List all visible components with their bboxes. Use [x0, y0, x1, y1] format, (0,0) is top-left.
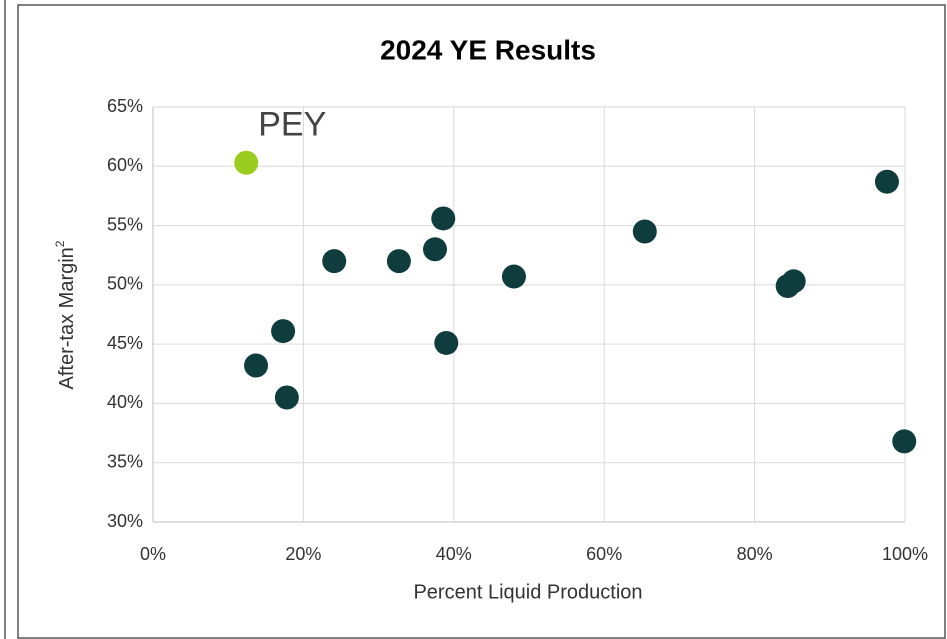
x-axis-label: Percent Liquid Production [413, 581, 642, 603]
point [423, 237, 447, 262]
y-tick-label: 40% [107, 392, 143, 412]
point [632, 219, 657, 244]
point [431, 206, 456, 231]
point [322, 249, 347, 274]
y-tick-label: 60% [107, 155, 143, 175]
point [874, 169, 899, 194]
x-tick-label: 80% [737, 544, 773, 564]
x-tick-label: 100% [882, 544, 928, 564]
y-tick-label: 35% [107, 451, 143, 471]
x-tick-label: 40% [436, 544, 472, 564]
point [434, 330, 459, 355]
point [386, 249, 411, 274]
point [244, 353, 269, 378]
x-tick-label: 20% [285, 544, 321, 564]
point [234, 150, 259, 175]
y-tick-label: 50% [107, 274, 143, 294]
y-tick-label: 55% [107, 214, 143, 234]
point [274, 385, 299, 410]
y-axis-label-sup: 2 [53, 240, 67, 247]
y-tick-label: 65% [107, 96, 143, 116]
point [501, 264, 526, 289]
y-axis-label: After-tax Margin2 [53, 240, 78, 389]
x-tick-label: 60% [586, 544, 622, 564]
point [892, 429, 917, 454]
frame [17, 4, 946, 639]
y-tick-label: 30% [107, 511, 143, 531]
x-tick-label: 0% [140, 544, 166, 564]
point-label: PEY [258, 106, 326, 144]
chart-title: 2024 YE Results [380, 34, 596, 65]
y-tick-label: 45% [107, 333, 143, 353]
point [781, 269, 806, 294]
point [271, 319, 296, 344]
y-axis-label-text: After-tax Margin [56, 247, 78, 389]
